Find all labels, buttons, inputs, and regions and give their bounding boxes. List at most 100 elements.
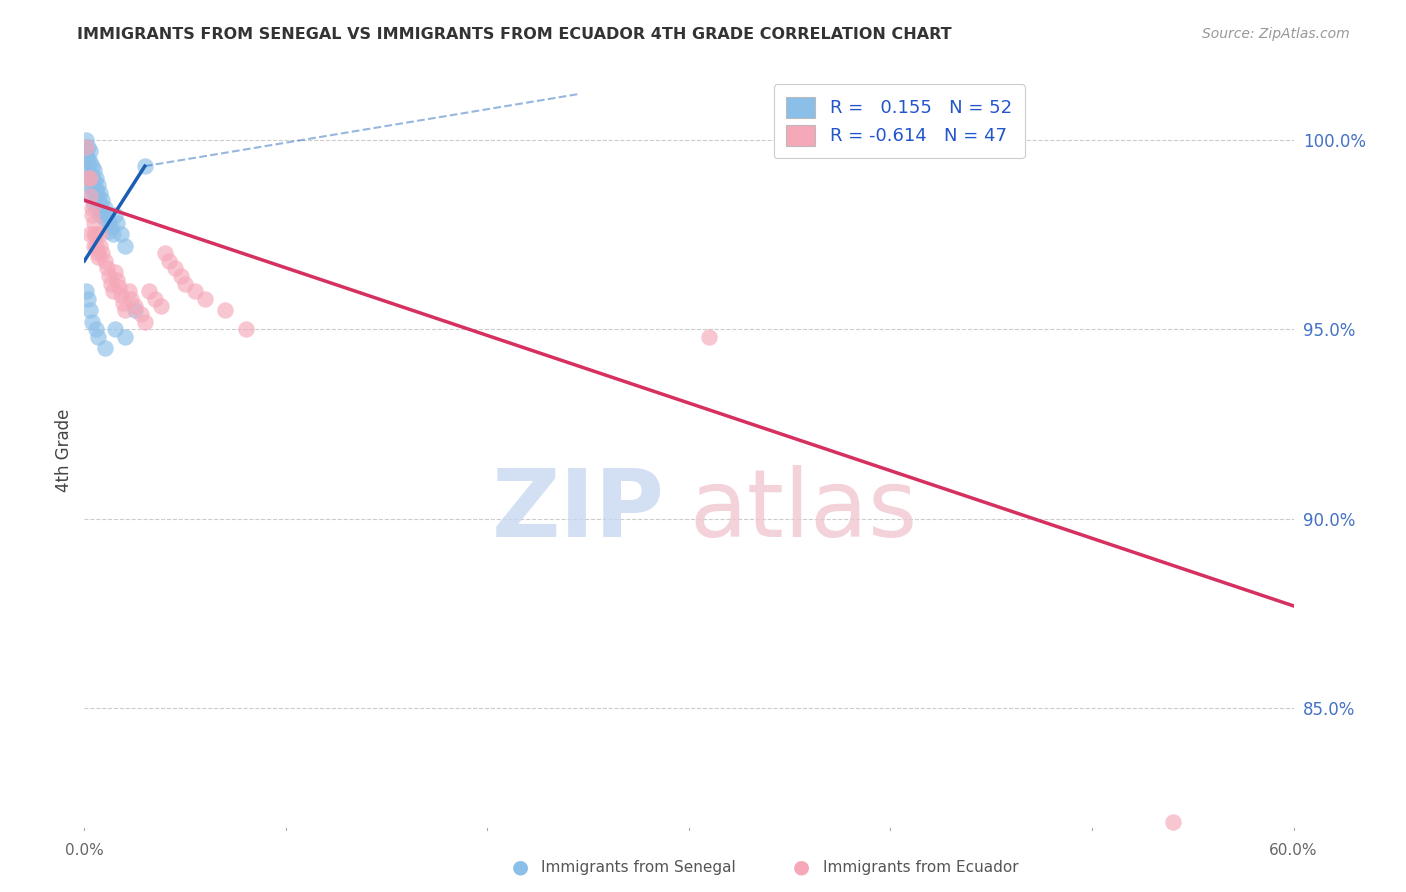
- Point: [79, 189, 101, 203]
- Point: [83, 186, 105, 200]
- Point: [82, 170, 104, 185]
- Point: [75, 284, 97, 298]
- Point: [87, 201, 110, 215]
- Point: [96, 208, 118, 222]
- Point: [93, 201, 115, 215]
- Point: [91, 204, 114, 219]
- Point: [105, 273, 128, 287]
- Point: [124, 303, 146, 318]
- Point: [79, 155, 101, 169]
- Point: [697, 329, 720, 343]
- Point: [77, 292, 100, 306]
- Point: [104, 322, 127, 336]
- Point: [79, 178, 101, 192]
- Point: [143, 292, 166, 306]
- Point: [75, 132, 97, 146]
- Point: [89, 227, 111, 242]
- Point: [83, 238, 105, 252]
- Point: [214, 303, 236, 318]
- Point: [184, 284, 207, 298]
- Point: [83, 174, 105, 188]
- Text: ●: ●: [793, 857, 810, 877]
- Point: [96, 261, 118, 276]
- Point: [86, 238, 108, 252]
- Point: [114, 303, 136, 318]
- Point: [87, 246, 110, 260]
- Point: [87, 329, 110, 343]
- Point: [77, 170, 100, 185]
- Point: [82, 208, 104, 222]
- Point: [89, 197, 111, 211]
- Point: [97, 223, 120, 237]
- Point: [153, 246, 176, 260]
- Point: [91, 246, 114, 260]
- Point: [83, 227, 105, 242]
- Point: [149, 299, 172, 313]
- Point: [100, 219, 122, 234]
- Point: [110, 227, 132, 242]
- Point: [118, 284, 141, 298]
- Point: [107, 280, 129, 294]
- Point: [134, 314, 156, 328]
- Point: [93, 253, 115, 268]
- Point: [100, 277, 122, 291]
- Point: [79, 227, 101, 242]
- Text: Source: ZipAtlas.com: Source: ZipAtlas.com: [1202, 27, 1350, 41]
- Point: [89, 208, 111, 222]
- Point: [89, 238, 111, 252]
- Point: [75, 147, 97, 161]
- Point: [91, 193, 114, 207]
- Point: [86, 182, 108, 196]
- Point: [93, 341, 115, 355]
- Point: [86, 322, 108, 336]
- Point: [83, 197, 105, 211]
- Point: [82, 182, 104, 196]
- Text: ZIP: ZIP: [492, 465, 665, 558]
- Point: [79, 189, 101, 203]
- Y-axis label: 4th Grade: 4th Grade: [55, 409, 73, 492]
- Point: [235, 322, 257, 336]
- Point: [79, 170, 101, 185]
- Text: 0.0%: 0.0%: [65, 843, 104, 857]
- Point: [82, 314, 104, 328]
- Text: Immigrants from Senegal: Immigrants from Senegal: [541, 860, 737, 874]
- Point: [165, 261, 187, 276]
- Point: [129, 307, 152, 321]
- Point: [77, 152, 100, 166]
- Point: [87, 250, 110, 264]
- Point: [79, 303, 101, 318]
- Point: [75, 140, 97, 154]
- Point: [134, 159, 156, 173]
- Point: [79, 167, 101, 181]
- Point: [77, 162, 100, 177]
- Text: Immigrants from Ecuador: Immigrants from Ecuador: [823, 860, 1018, 874]
- Legend: R =   0.155   N = 52, R = -0.614   N = 47: R = 0.155 N = 52, R = -0.614 N = 47: [773, 84, 1025, 159]
- Point: [83, 162, 105, 177]
- Point: [89, 186, 111, 200]
- Point: [174, 277, 197, 291]
- Point: [101, 227, 124, 242]
- Point: [114, 329, 136, 343]
- Point: [194, 292, 217, 306]
- Point: [170, 268, 193, 283]
- Point: [77, 140, 100, 154]
- Point: [87, 178, 110, 192]
- Point: [86, 193, 108, 207]
- Point: [79, 144, 101, 158]
- Point: [83, 216, 105, 230]
- Point: [86, 170, 108, 185]
- Point: [87, 189, 110, 203]
- Point: [97, 268, 120, 283]
- Text: IMMIGRANTS FROM SENEGAL VS IMMIGRANTS FROM ECUADOR 4TH GRADE CORRELATION CHART: IMMIGRANTS FROM SENEGAL VS IMMIGRANTS FR…: [77, 27, 952, 42]
- Point: [97, 216, 120, 230]
- Point: [157, 253, 180, 268]
- Point: [110, 288, 132, 302]
- Point: [1161, 814, 1184, 829]
- Point: [138, 284, 160, 298]
- Point: [86, 227, 108, 242]
- Point: [105, 216, 128, 230]
- Text: atlas: atlas: [689, 465, 917, 558]
- Point: [124, 299, 146, 313]
- Text: 60.0%: 60.0%: [1270, 843, 1317, 857]
- Text: ●: ●: [512, 857, 529, 877]
